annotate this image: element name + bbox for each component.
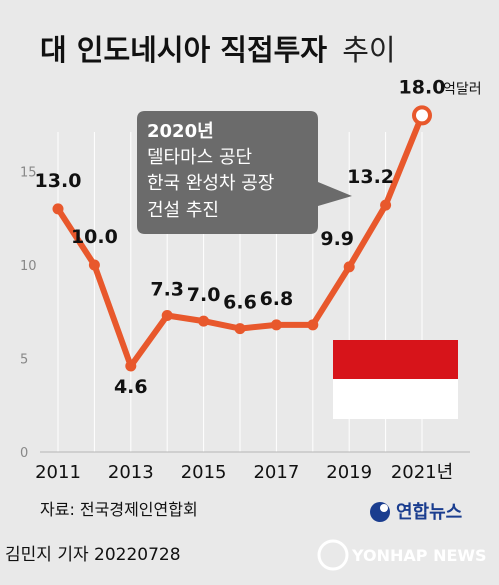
callout-line-1: 델타마스 공단 — [147, 147, 252, 168]
data-label: 7.3 — [150, 278, 184, 300]
data-point — [52, 203, 64, 215]
watermark-text: YONHAP NEWS — [351, 546, 487, 565]
data-label: 18.0 — [399, 76, 446, 98]
logo-text: 연합뉴스 — [396, 501, 462, 523]
yonhap-logo: 연합뉴스 — [370, 501, 462, 523]
callout-line-2: 한국 완성차 공장 — [147, 173, 274, 194]
callout-line-3: 건설 추진 — [147, 200, 219, 221]
data-label: 6.6 — [223, 292, 257, 314]
data-point — [380, 199, 392, 211]
watermark: YONHAP NEWS — [317, 539, 487, 571]
callout-box: 2020년 델타마스 공단 한국 완성차 공장 건설 추진 — [137, 111, 352, 234]
data-label: 10.0 — [71, 226, 118, 248]
y-tick-label: 5 — [20, 353, 28, 368]
chart-title: 대 인도네시아 직접투자 추이 — [40, 33, 396, 67]
data-label: 9.9 — [320, 228, 354, 250]
x-tick-label: 2013 — [108, 462, 154, 483]
series-line — [52, 105, 432, 372]
yonhap-logo-icon — [370, 502, 390, 522]
x-tick-label: 2019 — [326, 462, 372, 483]
data-label: 13.0 — [35, 170, 82, 192]
data-point — [343, 261, 355, 273]
data-label: 13.2 — [347, 166, 394, 188]
data-label: 4.6 — [114, 376, 148, 398]
x-tick-label: 2021년 — [391, 462, 453, 483]
callout-year: 2020년 — [147, 121, 214, 142]
y-tick-label: 10 — [20, 259, 37, 274]
data-point — [161, 309, 173, 321]
data-point — [88, 259, 100, 271]
data-point — [198, 315, 210, 327]
y-axis-ticks: 0 5 10 15 — [20, 166, 37, 462]
byline: 김민지 기자 20220728 — [5, 545, 181, 565]
data-point — [234, 323, 246, 335]
x-tick-label: 2017 — [253, 462, 299, 483]
data-point — [125, 360, 137, 372]
data-point — [307, 319, 319, 331]
data-point — [412, 105, 432, 126]
data-label: 7.0 — [187, 284, 221, 306]
x-tick-label: 2011 — [35, 462, 81, 483]
watermark-icon — [317, 539, 349, 571]
x-axis-ticks: 2011 2013 2015 2017 2019 2021년 — [35, 462, 453, 483]
x-tick-label: 2015 — [181, 462, 227, 483]
data-label: 6.8 — [260, 288, 294, 310]
source-text: 자료: 전국경제인연합회 — [40, 500, 198, 519]
y-tick-label: 15 — [20, 166, 37, 181]
unit-label: 억달러 — [443, 81, 482, 97]
y-tick-label: 0 — [20, 446, 28, 461]
indonesia-flag-icon — [333, 340, 458, 419]
data-point — [270, 319, 282, 331]
